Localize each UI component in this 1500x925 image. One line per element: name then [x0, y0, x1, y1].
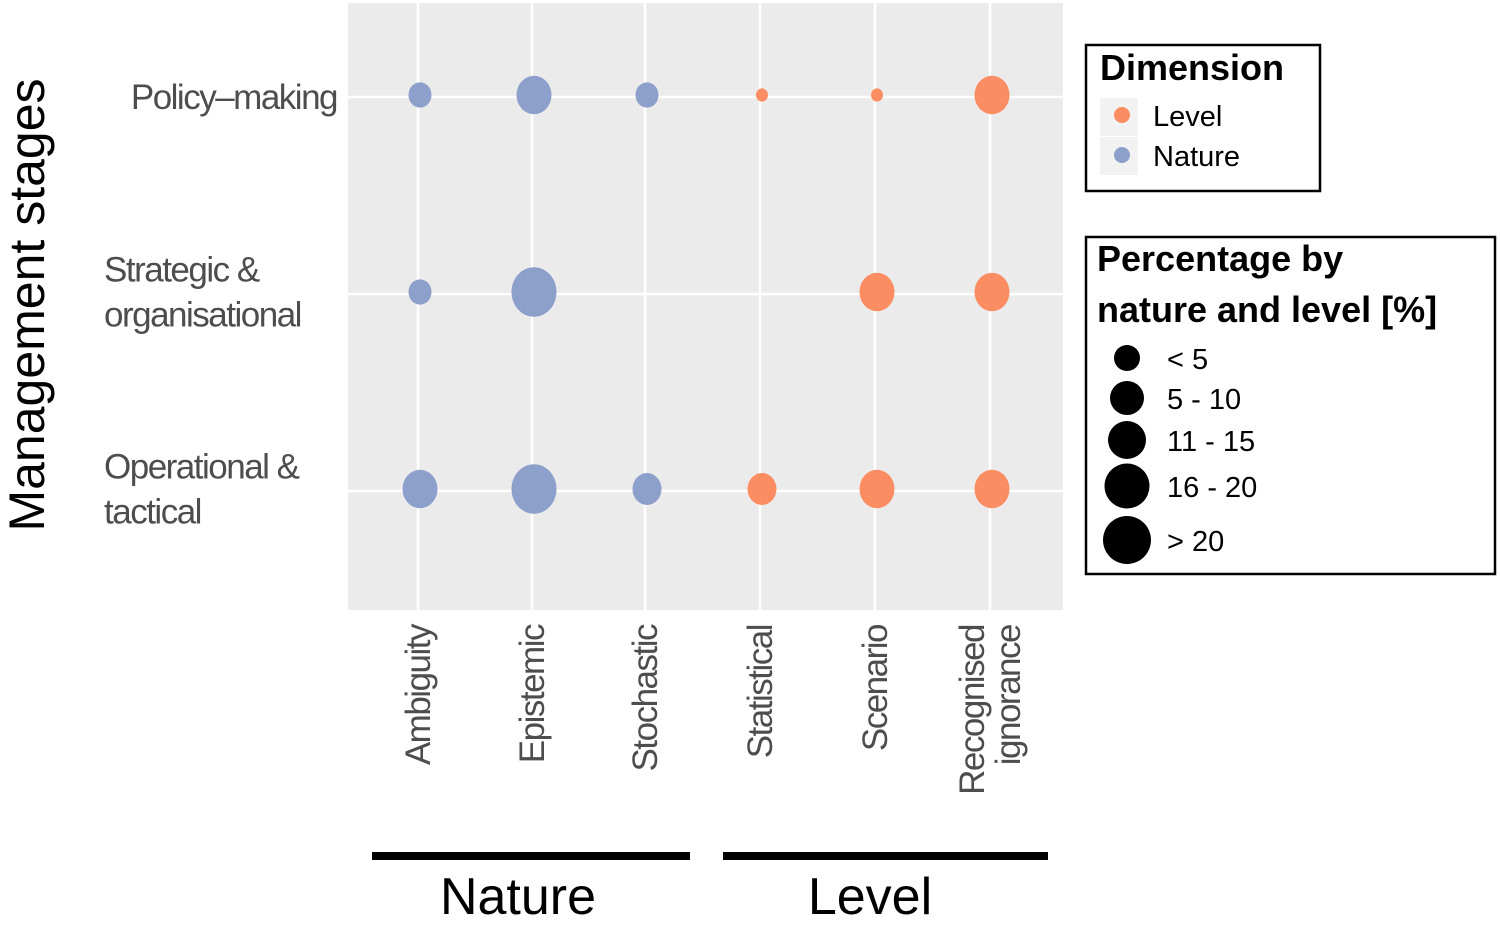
bubble-point	[511, 267, 557, 317]
size-legend: Percentage by nature and level [%] < 5 5 …	[1084, 235, 1497, 576]
bubble-point	[408, 279, 432, 305]
plot-panel	[348, 3, 1063, 610]
bubble-point	[511, 464, 557, 514]
bubble-point	[871, 88, 883, 102]
y-tick-label: tactical	[104, 493, 201, 532]
nature-group-bar	[372, 852, 690, 860]
legend-nature-swatch	[1114, 147, 1130, 163]
size-legend-swatch	[1110, 381, 1144, 415]
bubble-point	[632, 473, 662, 505]
y-tick-label: Policy–making	[131, 78, 337, 117]
color-legend: Dimension Level Nature	[1084, 43, 1322, 193]
legend-nature-label: Nature	[1153, 141, 1240, 173]
bubble-point	[747, 473, 777, 505]
y-tick-label: Strategic &	[104, 251, 260, 290]
level-group-bar	[723, 852, 1048, 860]
x-tick-label: Ambiguity	[399, 623, 438, 765]
group-label-level: Level	[808, 868, 932, 920]
bubble-point	[974, 272, 1010, 312]
y-axis-title: Management stages	[0, 78, 55, 531]
x-tick-label: Recognised	[953, 625, 992, 795]
size-legend-label: > 20	[1167, 526, 1224, 558]
x-tick-label: ignorance	[989, 625, 1028, 765]
size-legend-label: 16 - 20	[1167, 472, 1257, 504]
legend-level-label: Level	[1153, 101, 1222, 133]
bubble-point	[859, 469, 895, 509]
y-tick-label: organisational	[104, 296, 301, 335]
size-legend-swatch	[1114, 345, 1140, 371]
size-legend-label: < 5	[1167, 344, 1208, 376]
x-tick-label: Statistical	[741, 625, 780, 758]
bubble-point	[756, 88, 768, 102]
bubble-point	[974, 75, 1010, 115]
size-legend-swatch	[1103, 516, 1151, 564]
group-label-nature: Nature	[440, 868, 596, 920]
y-tick-label: Operational &	[104, 448, 300, 487]
bubble-point	[408, 82, 432, 108]
bubble-point	[516, 75, 552, 115]
size-legend-title-2: nature and level [%]	[1097, 289, 1437, 330]
bubble-point	[974, 469, 1010, 509]
x-tick-label: Stochastic	[626, 624, 665, 771]
size-legend-title-1: Percentage by	[1097, 238, 1343, 279]
size-legend-label: 5 - 10	[1167, 384, 1241, 416]
size-legend-swatch	[1104, 463, 1150, 509]
bubble-point	[635, 82, 659, 108]
color-legend-title: Dimension	[1100, 47, 1284, 88]
bubble-point	[859, 272, 895, 312]
size-legend-swatch	[1108, 421, 1146, 459]
x-tick-label: Epistemic	[513, 624, 552, 763]
size-legend-label: 11 - 15	[1167, 426, 1255, 458]
x-tick-label: Scenario	[856, 625, 895, 751]
bubble-point	[402, 469, 438, 509]
legend-level-swatch	[1114, 107, 1130, 123]
